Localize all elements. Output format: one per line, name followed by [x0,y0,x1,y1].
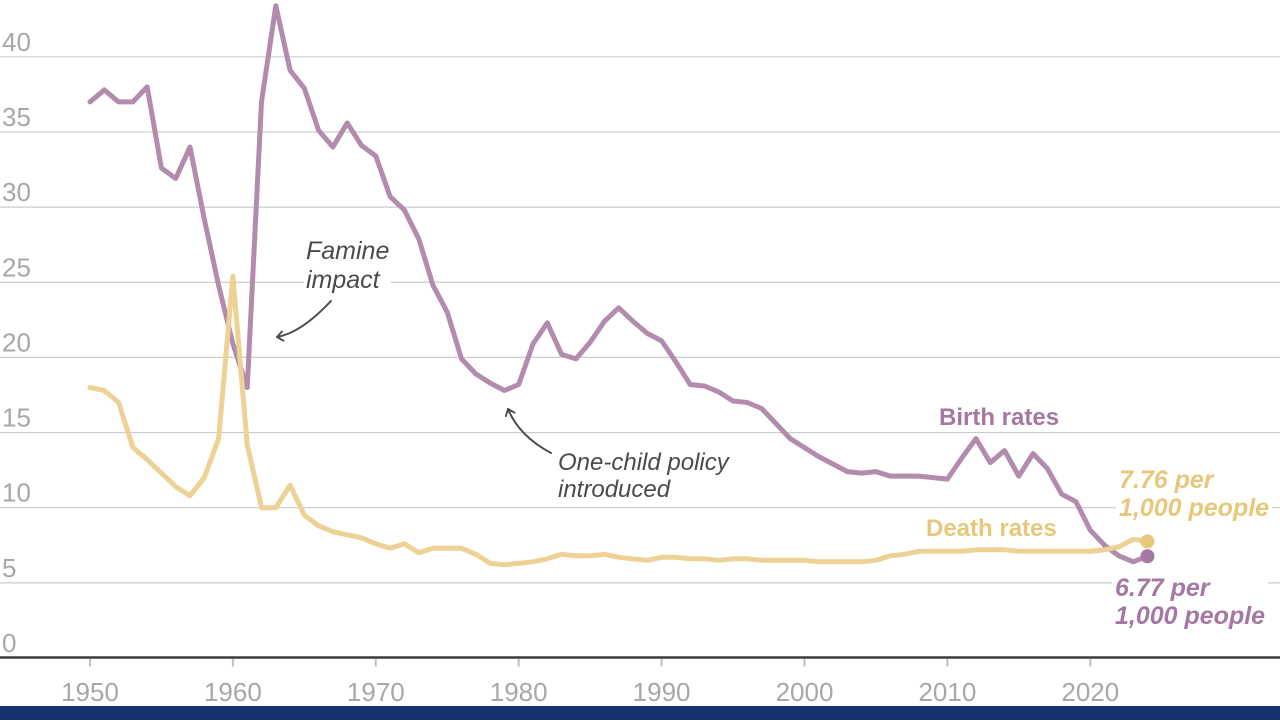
famine-annotation: Famine impact [304,236,392,296]
one-child-annotation-line2: introduced [558,476,671,503]
birth-rates-line [87,3,1150,565]
gridlines: 0 5 10 15 20 25 30 35 40 [0,27,1280,658]
x-tick-label: 1950 [61,677,119,707]
death-end-dot [1140,534,1155,549]
death-rates-label: Death rates [926,515,1057,542]
birth-rate-value-line2: 1,000 people [1115,602,1266,630]
x-tick-label: 2020 [1061,677,1119,707]
death-rate-value-line2: 1,000 people [1119,494,1270,522]
birth-end-dot [1140,549,1155,564]
data-series [87,3,1155,568]
death-rate-value-callout: 7.76 per 1,000 people [1116,465,1273,523]
x-tick-label: 1990 [633,677,691,707]
x-axis: 1950 1960 1970 1980 1990 2000 2010 2020 [0,656,1280,707]
y-tick-label: 5 [2,553,16,583]
y-tick-label: 35 [2,102,31,132]
birth-rate-value-callout: 6.77 per 1,000 people [1112,573,1269,631]
x-tick-label: 1980 [490,677,548,707]
death-rate-value-line1: 7.76 per [1119,466,1214,494]
bottom-navy-bar [0,706,1280,720]
birth-rate-value-line1: 6.77 per [1115,574,1210,602]
y-tick-label: 25 [2,252,31,282]
x-tick-label: 2000 [776,677,834,707]
famine-annotation-line2: impact [306,266,380,294]
annotation-arrows [276,300,552,454]
one-child-annotation: One-child policy introduced [556,448,731,504]
famine-annotation-line1: Famine [306,237,390,265]
y-tick-label: 10 [2,478,31,508]
y-tick-label: 40 [2,27,31,57]
one-child-annotation-line1: One-child policy [558,449,729,476]
one-child-arrow [504,408,552,454]
y-tick-label: 0 [2,628,16,658]
x-tick-label: 1960 [204,677,262,707]
famine-arrow [276,300,332,342]
x-tick-label: 2010 [918,677,976,707]
y-tick-label: 30 [2,177,31,207]
birth-rates-label: Birth rates [939,404,1060,431]
y-tick-label: 15 [2,403,31,433]
death-rates-line [87,273,1150,568]
y-tick-label: 20 [2,327,31,357]
x-tick-label: 1970 [347,677,405,707]
